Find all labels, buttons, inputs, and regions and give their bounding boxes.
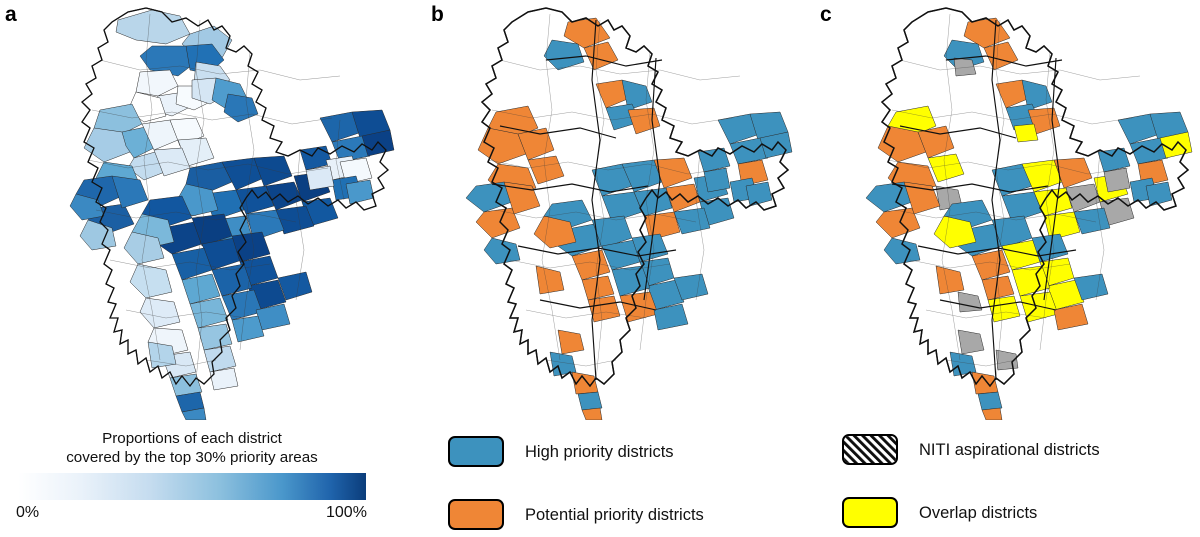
india-overlap-map-c — [800, 0, 1200, 420]
legend-label-overlap: Overlap districts — [919, 503, 1038, 522]
map-districts-a — [69, 7, 395, 420]
category-fills-b — [465, 17, 793, 420]
india-outline-a — [81, 7, 389, 388]
legend-label-potential-priority: Potential priority districts — [525, 505, 704, 524]
panel-c — [800, 0, 1200, 420]
state-boundaries-c — [891, 19, 1077, 381]
india-outline-b — [480, 7, 790, 388]
legend-label-niti-aspirational: NITI aspirational districts — [919, 440, 1100, 459]
state-boundaries-b — [491, 19, 677, 381]
map-districts-b — [465, 7, 793, 420]
legend-panel-c: NITI aspirational districts Overlap dist… — [800, 424, 1200, 537]
india-outline-c — [880, 7, 1190, 388]
district-fills-a — [69, 9, 395, 420]
colorbar-max-label: 100% — [326, 504, 367, 521]
colorbar-gradient — [18, 473, 366, 500]
legend-panel-b: High priority districts Potential priori… — [400, 424, 800, 537]
india-choropleth-map-a — [0, 0, 400, 420]
legend-item-overlap: Overlap districts — [842, 497, 1037, 528]
legend-item-niti-aspirational: NITI aspirational districts — [842, 434, 1100, 465]
legend-swatch-niti-aspirational — [842, 434, 898, 465]
panel-label-b: b — [431, 3, 444, 26]
india-category-map-b — [400, 0, 800, 420]
legend-label-high-priority: High priority districts — [525, 442, 674, 461]
legend-item-potential-priority: Potential priority districts — [448, 499, 704, 530]
panel-b — [400, 0, 800, 420]
map-districts-c — [865, 7, 1193, 420]
district-boundaries-a — [87, 13, 345, 381]
legend-item-high-priority: High priority districts — [448, 436, 674, 467]
colorbar-min-label: 0% — [16, 504, 40, 521]
panel-label-c: c — [820, 3, 832, 26]
colorbar-caption: Proportions of each district covered by … — [0, 429, 384, 467]
legend-swatch-high-priority — [448, 436, 504, 467]
category-fills-c — [865, 17, 1193, 420]
panel-label-a: a — [5, 3, 17, 26]
legend-swatch-overlap — [842, 497, 898, 528]
panel-a — [0, 0, 400, 420]
colorbar-caption-line2: covered by the top 30% priority areas — [66, 449, 318, 466]
colorbar-caption-line1: Proportions of each district — [102, 430, 282, 447]
legend-swatch-potential-priority — [448, 499, 504, 530]
